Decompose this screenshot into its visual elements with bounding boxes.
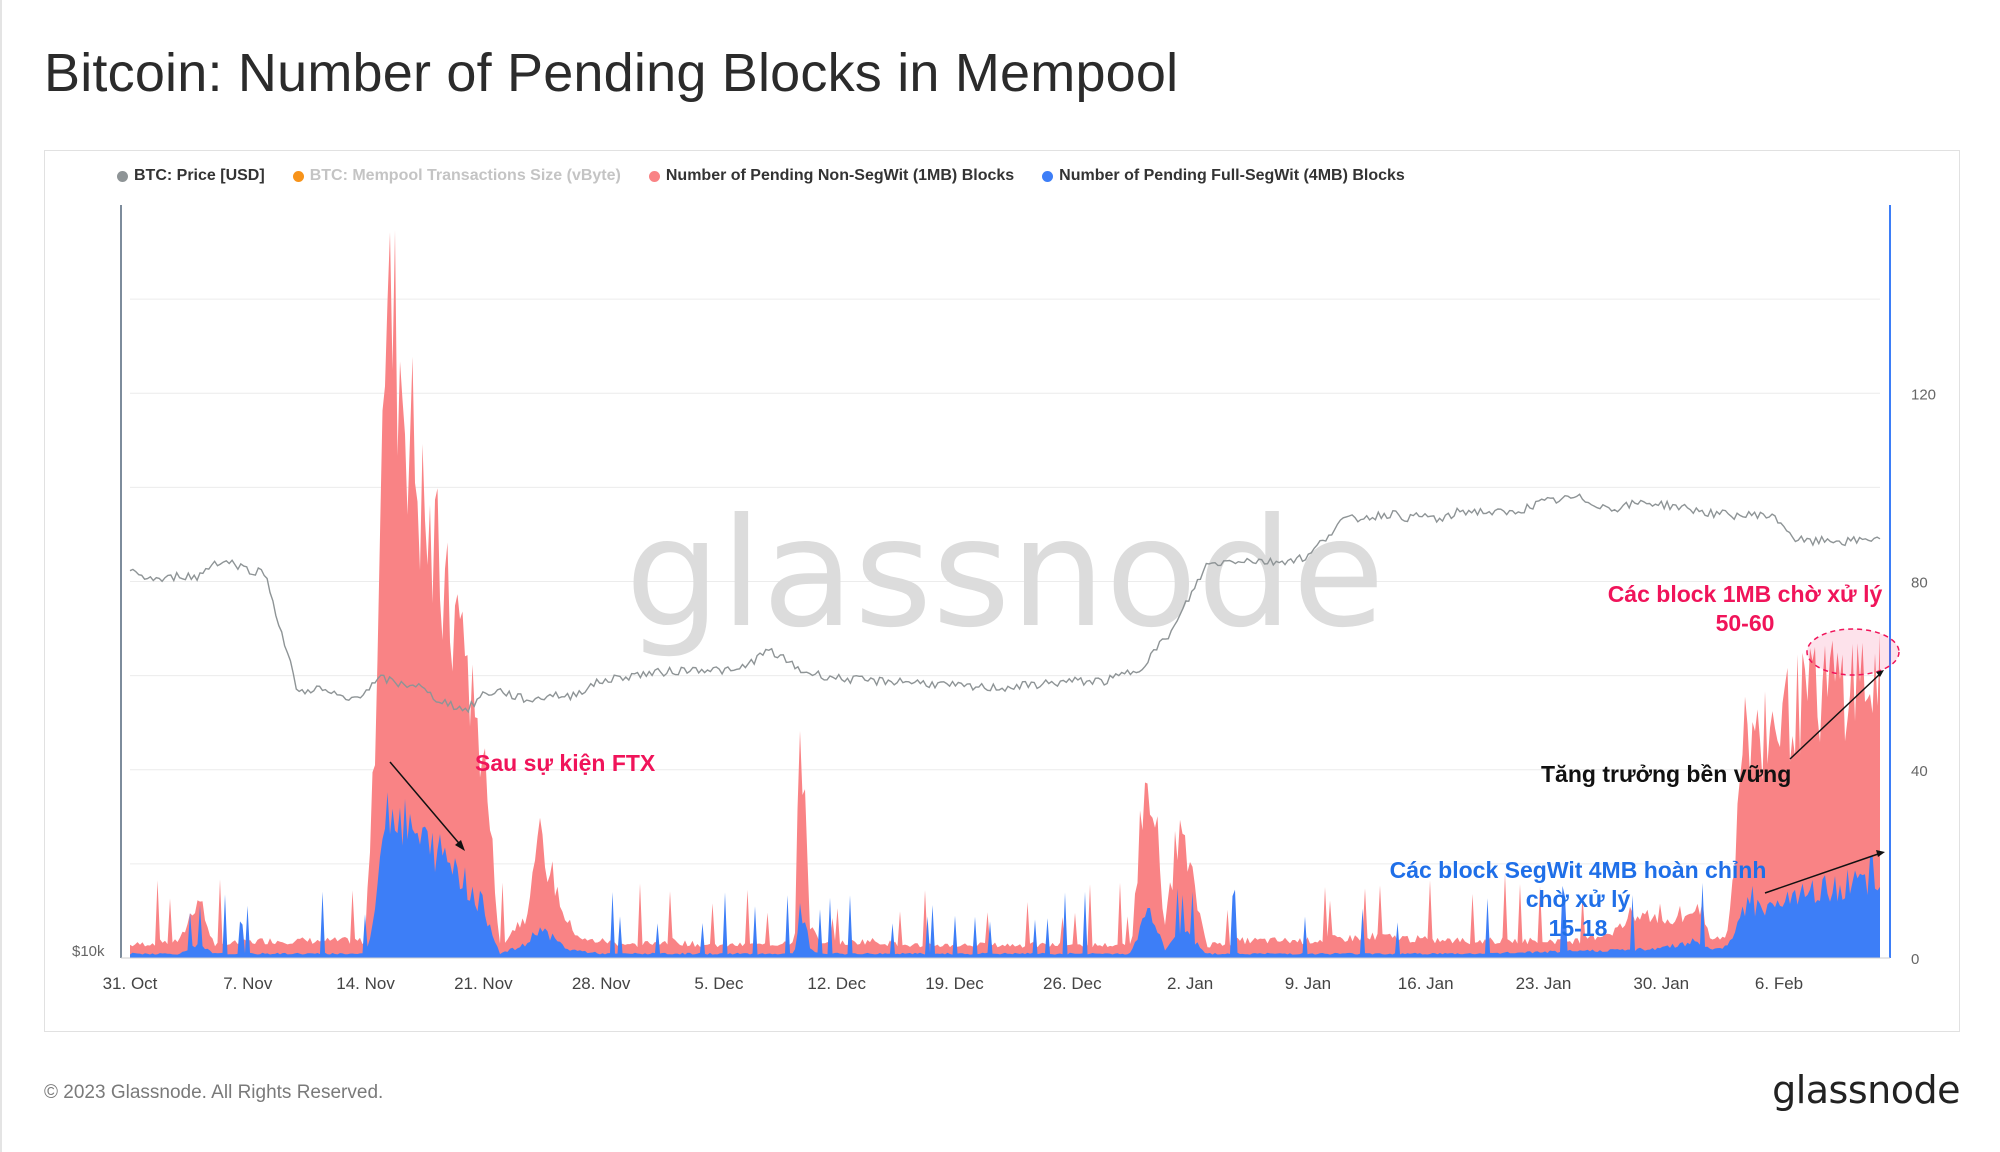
legend-label-non-segwit: Number of Pending Non-SegWit (1MB) Block…	[665, 167, 1015, 184]
annotation-segwit-line2: chờ xử lý	[1526, 886, 1631, 912]
x-tick-label: 6. Feb	[1755, 974, 1803, 993]
arrow-ftx	[389, 761, 465, 851]
legend-item-mempool-size[interactable]: BTC: Mempool Transactions Size (vByte)	[292, 167, 621, 185]
x-tick-label: 31. Oct	[103, 974, 158, 993]
legend-label-full-segwit: Number of Pending Full-SegWit (4MB) Bloc…	[1059, 167, 1405, 184]
x-tick-label: 16. Jan	[1398, 974, 1454, 993]
right-tick-label: 80	[1911, 575, 1928, 592]
highlight-ellipse-1mb	[1806, 628, 1900, 676]
x-tick-label: 2. Jan	[1167, 974, 1213, 993]
x-tick-label: 26. Dec	[1043, 974, 1102, 993]
series-layer	[129, 230, 1881, 959]
annotation-ftx: Sau sự kiện FTX	[475, 750, 656, 776]
annotation-1mb-line2: 50-60	[1716, 610, 1775, 636]
chart-legend: BTC: Price [USD] BTC: Mempool Transactio…	[117, 167, 1433, 185]
legend-item-non-segwit[interactable]: Number of Pending Non-SegWit (1MB) Block…	[648, 167, 1015, 185]
x-tick-label: 14. Nov	[336, 974, 395, 993]
x-tick-label: 12. Dec	[807, 974, 866, 993]
legend-dot-non-segwit	[648, 170, 660, 182]
annotation-segwit-line3: 15-18	[1549, 915, 1608, 941]
series-price-line	[129, 493, 1881, 714]
x-tick-label: 30. Jan	[1633, 974, 1689, 993]
x-tick-label: 23. Jan	[1516, 974, 1572, 993]
arrow-growth	[1789, 670, 1884, 760]
page-title: Bitcoin: Number of Pending Blocks in Mem…	[44, 43, 1179, 103]
x-tick-label: 9. Jan	[1285, 974, 1331, 993]
page-left-border	[0, 0, 2, 1152]
x-tick-label: 21. Nov	[454, 974, 513, 993]
x-tick-label: 19. Dec	[925, 974, 984, 993]
x-tick-label: 7. Nov	[223, 974, 273, 993]
annotation-segwit-line1: Các block SegWit 4MB hoàn chỉnh	[1390, 857, 1767, 883]
legend-label-price: BTC: Price [USD]	[134, 167, 265, 184]
legend-label-mempool-size: BTC: Mempool Transactions Size (vByte)	[309, 167, 621, 184]
left-tick-label: $10k	[72, 943, 105, 960]
right-tick-label: 40	[1911, 763, 1928, 780]
chart-frame	[44, 150, 1960, 1032]
annotation-1mb-line1: Các block 1MB chờ xử lý	[1608, 581, 1883, 607]
legend-dot-mempool-size	[292, 170, 304, 182]
legend-dot-full-segwit	[1042, 170, 1054, 182]
annotation-growth: Tăng trưởng bền vững	[1541, 761, 1791, 787]
x-tick-label: 28. Nov	[572, 974, 631, 993]
x-tick-label: 5. Dec	[694, 974, 744, 993]
watermark: glassnode	[625, 487, 1384, 661]
annotation-layer: Sau sự kiện FTX Tăng trưởng bền vững Các…	[389, 581, 1900, 941]
footer-copyright: © 2023 Glassnode. All Rights Reserved.	[44, 1082, 384, 1103]
right-tick-label: 120	[1911, 386, 1936, 403]
axis-layer: 31. Oct 7. Nov 14. Nov 21. Nov 28. Nov 5. Dec…	[72, 205, 1936, 993]
legend-dot-price	[117, 170, 128, 182]
arrow-segwit	[1764, 850, 1885, 894]
footer-logo: glassnode	[1772, 1068, 1960, 1112]
legend-item-full-segwit[interactable]: Number of Pending Full-SegWit (4MB) Bloc…	[1042, 167, 1405, 185]
legend-item-price[interactable]: BTC: Price [USD]	[117, 167, 265, 185]
right-tick-label: 0	[1911, 951, 1919, 968]
